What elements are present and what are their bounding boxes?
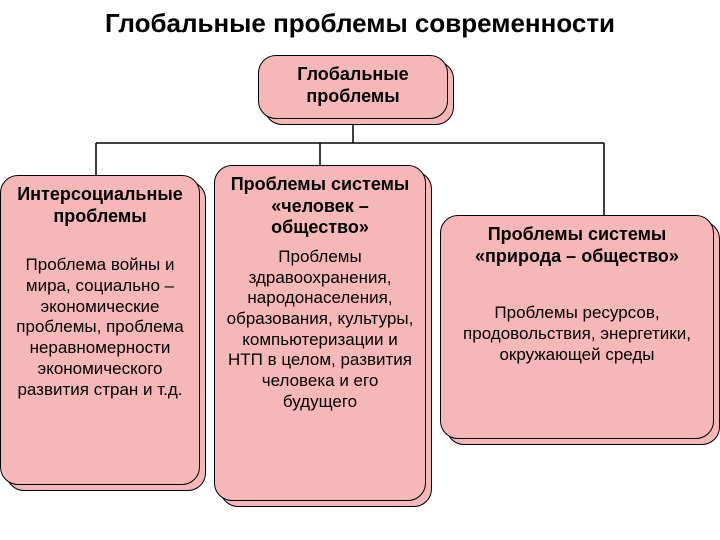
- left-box-body: Проблема войны и мира, социально – эконо…: [11, 255, 189, 400]
- page-title: Глобальные проблемы современности: [0, 0, 720, 45]
- right-box-body: Проблемы ресурсов, продовольствия, энерг…: [451, 303, 703, 365]
- center-box-title: Проблемы системы «человек – общество»: [225, 174, 415, 239]
- right-box: Проблемы системы «природа – общество» Пр…: [440, 215, 714, 439]
- right-box-title: Проблемы системы «природа – общество»: [451, 224, 703, 267]
- center-box: Проблемы системы «человек – общество» Пр…: [214, 165, 426, 501]
- root-box-title: Глобальные проблемы: [269, 64, 437, 107]
- left-box: Интерсоциальные проблемы Проблема войны …: [0, 175, 200, 485]
- diagram-root: Глобальные проблемы Интерсоциальные проб…: [0, 45, 720, 535]
- left-box-title: Интерсоциальные проблемы: [11, 184, 189, 227]
- center-box-body: Проблемы здравоохранения, народонаселени…: [225, 247, 415, 413]
- root-box: Глобальные проблемы: [258, 55, 448, 119]
